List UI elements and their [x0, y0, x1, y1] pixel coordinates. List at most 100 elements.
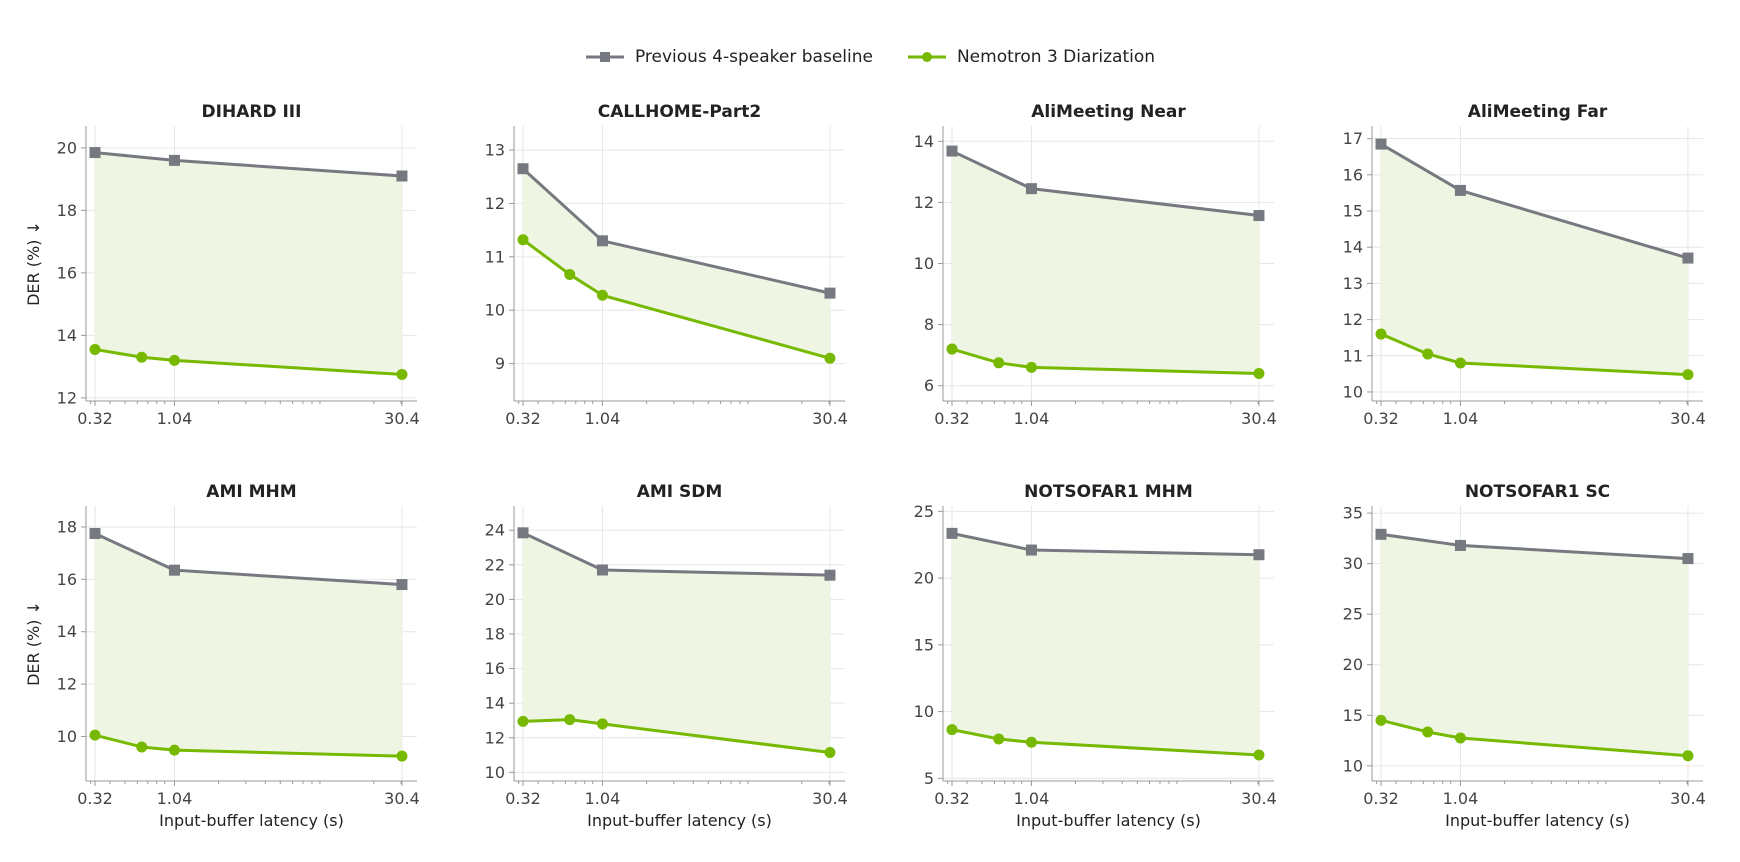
- y-tick-label: 17: [1343, 129, 1363, 148]
- legend-swatch-square-icon: [585, 52, 624, 62]
- y-tick-label: 35: [1343, 504, 1363, 523]
- baseline-data-point: [946, 527, 958, 539]
- baseline-data-point: [824, 569, 836, 581]
- baseline-data-point: [1682, 252, 1694, 264]
- gap-fill-area: [1381, 534, 1688, 756]
- baseline-data-point: [1025, 544, 1037, 556]
- x-tick-label: 0.32: [77, 409, 113, 428]
- baseline-data-point: [596, 235, 608, 247]
- y-tick-label: 22: [485, 555, 505, 574]
- baseline-data-point: [89, 147, 101, 159]
- nemotron-data-point: [1454, 732, 1466, 744]
- nemotron-data-point: [596, 289, 608, 301]
- chart-panel: 10 12 14 16 18 20 22 24 0.32 1.04 30.4 AMI SDM Input…: [485, 482, 848, 830]
- chart-panel: 10 12 14 16 18 0.32 1.04 30.4 AMI MHM DER (%) ↓ In…: [24, 482, 420, 830]
- nemotron-data-point: [1025, 736, 1037, 748]
- nemotron-series-line: [1380, 718, 1689, 758]
- baseline-data-point: [517, 527, 529, 539]
- y-tick-label: 13: [485, 141, 505, 160]
- y-tick-label: 12: [1343, 310, 1363, 329]
- nemotron-data-point: [946, 343, 958, 355]
- baseline-data-point: [168, 154, 180, 166]
- nemotron-data-point: [1422, 726, 1434, 738]
- x-tick-label: 1.04: [585, 409, 621, 428]
- nemotron-data-point: [1253, 749, 1265, 761]
- y-tick-label: 14: [1343, 238, 1363, 257]
- x-tick-label: 30.4: [384, 789, 420, 808]
- y-tick-label: 10: [914, 254, 934, 273]
- nemotron-data-point: [517, 234, 529, 246]
- y-tick-label: 14: [57, 622, 77, 641]
- nemotron-data-point: [1682, 369, 1694, 381]
- baseline-data-point: [396, 579, 408, 591]
- x-tick-label: 0.32: [77, 789, 113, 808]
- baseline-data-point: [596, 564, 608, 576]
- nemotron-series-line: [522, 238, 831, 360]
- nemotron-series-line: [522, 718, 831, 754]
- y-tick-label: 12: [485, 728, 505, 747]
- y-tick-label: 15: [914, 635, 934, 654]
- nemotron-data-point: [396, 368, 408, 380]
- nemotron-series-line: [951, 347, 1259, 375]
- nemotron-data-point: [824, 352, 836, 364]
- x-tick-label: 1.04: [1014, 409, 1050, 428]
- chart-title: AMI MHM: [206, 482, 296, 502]
- baseline-data-point: [1454, 539, 1466, 551]
- y-tick-label: 30: [1343, 554, 1363, 573]
- x-tick-label: 0.32: [934, 789, 970, 808]
- y-tick-label: 24: [485, 521, 505, 540]
- nemotron-data-point: [564, 268, 576, 280]
- baseline-data-point: [396, 170, 408, 182]
- chart-panel: 6 8 10 12 14 0.32 1.04 30.4 AliMeeting Near: [914, 102, 1277, 428]
- gap-fill-area: [523, 168, 830, 359]
- gap-fill-area: [1381, 144, 1688, 375]
- chart-title: AMI SDM: [637, 482, 723, 502]
- y-tick-label: 10: [57, 727, 77, 746]
- chart-title: AliMeeting Near: [1031, 102, 1186, 122]
- nemotron-data-point: [396, 750, 408, 762]
- y-tick-label: 11: [485, 247, 505, 266]
- y-tick-label: 25: [914, 502, 934, 521]
- y-tick-label: 10: [914, 702, 934, 721]
- y-tick-label: 18: [57, 517, 77, 536]
- chart-legend: Previous 4-speaker baseline Nemotron 3 D…: [0, 42, 1740, 72]
- nemotron-data-point: [89, 729, 101, 741]
- chart-title: DIHARD III: [202, 102, 302, 122]
- nemotron-data-point: [596, 718, 608, 730]
- x-tick-label: 30.4: [384, 409, 420, 428]
- x-tick-label: 1.04: [1443, 789, 1479, 808]
- x-tick-label: 30.4: [812, 789, 848, 808]
- x-tick-label: 1.04: [1443, 409, 1479, 428]
- chart-panel: 10 11 12 13 14 15 16 17 0.32 1.04 30.4 AliMeeting F…: [1343, 102, 1706, 428]
- y-tick-label: 10: [1343, 382, 1363, 401]
- y-tick-label: 12: [57, 388, 77, 407]
- baseline-data-point: [168, 564, 180, 576]
- baseline-data-point: [946, 145, 958, 157]
- y-tick-label: 18: [485, 624, 505, 643]
- chart-panel: 12 14 16 18 20 0.32 1.04 30.4 DIHARD III DER (%) …: [24, 102, 420, 428]
- gap-fill-area: [95, 533, 402, 757]
- y-tick-label: 16: [1343, 165, 1363, 184]
- chart-title: CALLHOME-Part2: [598, 102, 761, 122]
- x-tick-label: 30.4: [1670, 409, 1706, 428]
- baseline-data-point: [1375, 528, 1387, 540]
- y-tick-label: 12: [57, 675, 77, 694]
- legend-label-baseline: Previous 4-speaker baseline: [634, 47, 873, 67]
- nemotron-series-line: [94, 733, 402, 758]
- nemotron-data-point: [89, 343, 101, 355]
- x-axis-label: Input-buffer latency (s): [1445, 811, 1630, 830]
- nemotron-data-point: [564, 714, 576, 726]
- legend-swatch-circle-icon: [907, 52, 946, 62]
- y-tick-label: 12: [914, 193, 934, 212]
- nemotron-data-point: [517, 715, 529, 727]
- baseline-data-point: [1253, 210, 1265, 222]
- y-axis-label: DER (%) ↓: [24, 221, 43, 306]
- y-tick-label: 13: [1343, 274, 1363, 293]
- nemotron-series-line: [94, 347, 403, 376]
- nemotron-data-point: [136, 351, 148, 363]
- y-tick-label: 14: [57, 326, 77, 345]
- chart-panel: 9 10 11 12 13 0.32 1.04 30.4 CALLHOME-Part2: [485, 102, 848, 428]
- baseline-data-point: [824, 287, 836, 299]
- nemotron-data-point: [1422, 348, 1434, 360]
- y-tick-label: 25: [1343, 605, 1363, 624]
